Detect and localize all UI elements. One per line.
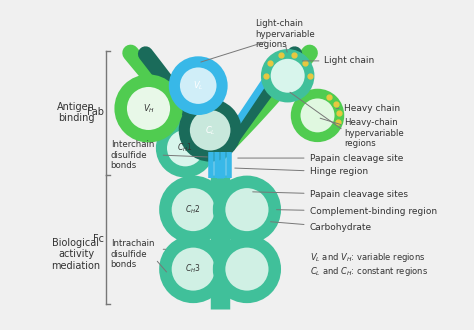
Text: Papain cleavage site: Papain cleavage site (238, 153, 403, 163)
Text: $C_H$1: $C_H$1 (177, 142, 193, 154)
Text: Heavy-chain
hypervariable
regions: Heavy-chain hypervariable regions (344, 118, 404, 148)
Circle shape (174, 62, 222, 110)
Text: Papain cleavage sites: Papain cleavage sites (253, 190, 408, 199)
Text: Fc: Fc (93, 234, 104, 245)
Circle shape (165, 182, 221, 237)
Circle shape (219, 182, 275, 237)
Text: Light chain: Light chain (302, 56, 375, 65)
Circle shape (121, 81, 176, 136)
Text: $C_L$: $C_L$ (205, 124, 216, 137)
Circle shape (266, 54, 310, 98)
Text: $V_L$: $V_L$ (193, 80, 203, 92)
Text: Carbohydrate: Carbohydrate (271, 222, 372, 232)
Text: $V_L$ and $V_H$: variable regions: $V_L$ and $V_H$: variable regions (310, 251, 425, 264)
Text: Complement-binding region: Complement-binding region (276, 207, 437, 216)
Text: Fab: Fab (87, 108, 104, 117)
Text: $C_H$3: $C_H$3 (185, 263, 201, 275)
Circle shape (165, 241, 221, 297)
Text: Light-chain
hypervariable
regions: Light-chain hypervariable regions (255, 19, 315, 49)
Text: $C_H$2: $C_H$2 (185, 203, 201, 216)
Text: Heavy chain: Heavy chain (337, 104, 401, 113)
Text: $C_L$ and $C_H$: constant regions: $C_L$ and $C_H$: constant regions (310, 265, 428, 278)
Text: Intrachain
disulfide
bonds: Intrachain disulfide bonds (111, 239, 154, 269)
Text: Antigen
binding: Antigen binding (57, 102, 95, 123)
Text: Biological
activity
mediation: Biological activity mediation (51, 238, 100, 271)
Text: Hinge region: Hinge region (235, 167, 368, 177)
Circle shape (296, 94, 339, 137)
Circle shape (219, 241, 275, 297)
Circle shape (162, 124, 209, 172)
Text: Interchain
disulfide
bonds: Interchain disulfide bonds (111, 140, 154, 170)
Text: $V_H$: $V_H$ (143, 102, 155, 115)
Circle shape (184, 105, 236, 156)
